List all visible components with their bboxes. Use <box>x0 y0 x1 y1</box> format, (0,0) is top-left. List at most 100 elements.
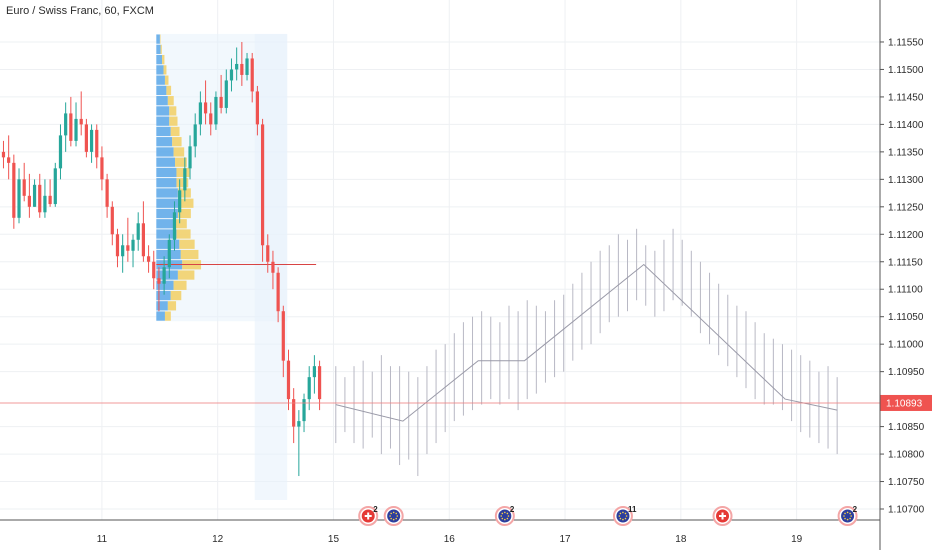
eu-flag-icon[interactable] <box>383 506 404 526</box>
x-tick-label: 16 <box>444 534 456 545</box>
eu-star <box>619 517 622 520</box>
y-tick-label: 1.11250 <box>888 202 924 213</box>
candle-body <box>198 102 202 125</box>
candle-body <box>43 195 47 213</box>
profile-row-yellow <box>176 167 190 178</box>
eu-flag-icon[interactable]: 2 <box>837 505 858 526</box>
eu-flag-icon[interactable]: 11 <box>612 505 637 526</box>
event-count: 2 <box>510 505 515 514</box>
candle-body <box>7 157 11 163</box>
eu-star <box>395 512 398 515</box>
event-count: 2 <box>853 505 858 514</box>
candle-body <box>235 63 239 70</box>
profile-row-blue <box>156 270 178 280</box>
candle-body <box>89 129 94 152</box>
y-tick-label: 1.11500 <box>888 65 924 76</box>
candle-body <box>141 223 145 257</box>
profile-row-yellow <box>166 85 172 96</box>
candle-body <box>302 399 306 422</box>
eu-star <box>624 512 627 515</box>
candle-body <box>17 179 21 218</box>
eu-star <box>846 511 849 514</box>
candlestick-series <box>1 41 322 477</box>
profile-row-blue <box>156 167 177 178</box>
eu-flag-disc <box>498 509 512 523</box>
candle-body <box>193 124 197 147</box>
profile-row-blue <box>156 229 177 239</box>
y-tick-label: 1.11000 <box>888 340 924 351</box>
eu-star <box>506 512 509 515</box>
candle-body <box>22 179 26 196</box>
eu-star <box>501 517 504 520</box>
candle-body <box>162 267 166 284</box>
profile-row-yellow <box>159 34 161 44</box>
candle-body <box>209 113 213 125</box>
volume-profile <box>156 33 317 500</box>
eu-star <box>849 512 851 515</box>
candle-body <box>240 63 244 75</box>
profile-row-blue <box>156 188 178 198</box>
profile-row-blue <box>156 75 165 85</box>
candle-body <box>74 118 78 141</box>
eu-flag-icon[interactable]: 2 <box>494 505 515 526</box>
candle-body <box>1 151 6 158</box>
volume-profile-box-2 <box>254 33 288 500</box>
y-tick-label: 1.10950 <box>888 367 925 378</box>
profile-row-yellow <box>175 157 187 167</box>
profile-row-yellow <box>169 116 178 126</box>
swiss-flag-icon[interactable]: 2 <box>358 505 379 526</box>
profile-row-blue <box>156 106 170 116</box>
profile-row-blue <box>156 96 168 106</box>
y-tick-label: 1.10850 <box>888 422 925 433</box>
profile-row-blue <box>156 301 168 311</box>
eu-star <box>849 517 851 520</box>
current-price-label: 1.10893 <box>886 398 923 409</box>
candle-body <box>79 118 83 125</box>
candle-body <box>136 223 140 240</box>
candle-body <box>157 278 161 284</box>
profile-row-yellow <box>167 301 177 311</box>
swiss-flag-icon[interactable] <box>712 506 733 526</box>
candle-body <box>105 179 109 207</box>
eu-star <box>501 512 504 515</box>
candle-body <box>255 91 260 125</box>
price-line-layer: 1.10893 <box>0 394 932 411</box>
profile-row-blue <box>156 65 164 75</box>
projection-layer <box>335 228 838 477</box>
profile-row-yellow <box>160 44 162 54</box>
profile-row-yellow <box>167 96 174 106</box>
swiss-cross-v <box>721 512 724 520</box>
profile-row-yellow <box>176 229 191 239</box>
event-markers[interactable]: 2 2 11 2 <box>358 505 858 526</box>
profile-row-blue <box>156 311 165 321</box>
candle-body <box>84 124 88 152</box>
y-tick-label: 1.11400 <box>888 120 924 131</box>
eu-star <box>625 515 628 517</box>
profile-row-yellow <box>164 311 171 321</box>
candle-body <box>100 157 104 180</box>
candle-body <box>115 234 120 257</box>
candle-body <box>214 96 218 125</box>
eu-star <box>622 518 624 521</box>
profile-row-blue <box>156 280 174 290</box>
profile-row-yellow <box>179 239 195 249</box>
candle-body <box>317 366 322 400</box>
eu-star <box>844 512 846 515</box>
swiss-cross-v <box>367 512 370 520</box>
eu-star <box>506 517 509 520</box>
x-tick-label: 15 <box>328 534 340 545</box>
profile-row-blue <box>156 208 178 219</box>
y-tick-label: 1.11450 <box>888 92 924 103</box>
profile-row-blue <box>156 126 171 137</box>
candle-body <box>229 69 234 81</box>
candle-body <box>297 421 301 427</box>
candle-body <box>286 360 291 400</box>
eu-star <box>619 512 622 515</box>
profile-row-blue <box>156 198 180 208</box>
candle-body <box>58 135 63 169</box>
candle-body <box>53 168 57 205</box>
eu-star <box>390 517 392 520</box>
candle-body <box>188 146 192 169</box>
y-tick-label: 1.11200 <box>888 230 924 241</box>
